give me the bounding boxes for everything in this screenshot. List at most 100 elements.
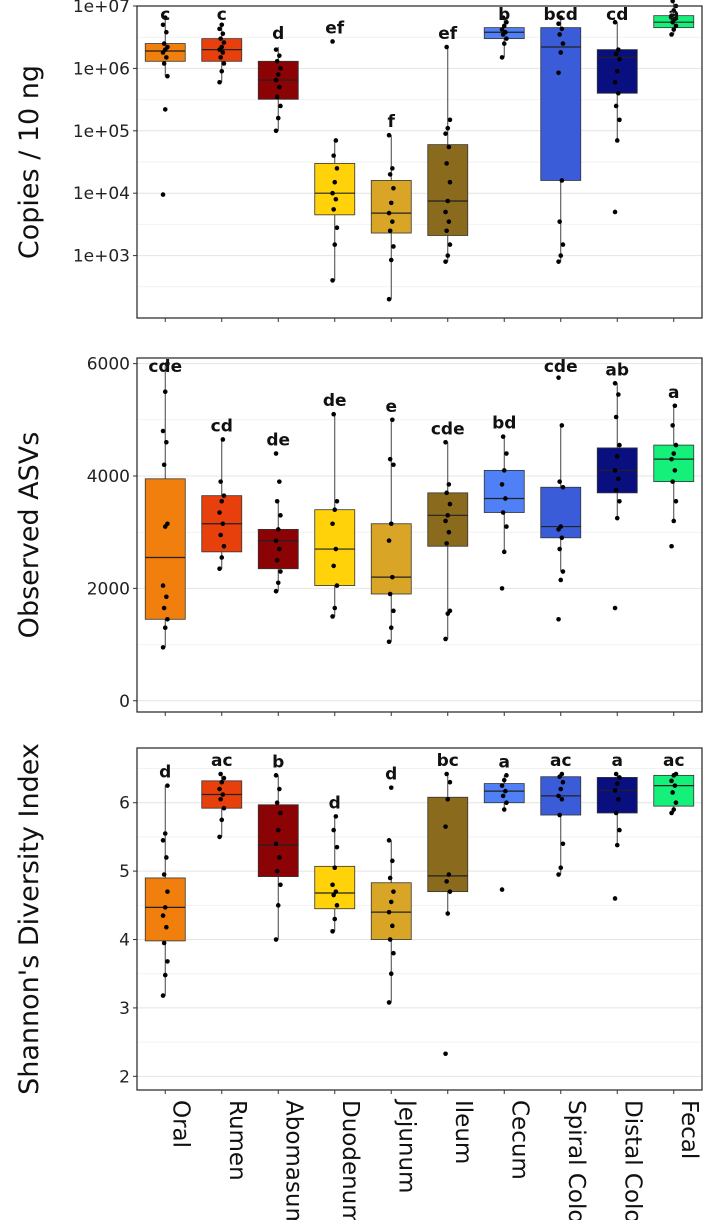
y-axis-label: Shannon's Diversity Index	[14, 743, 45, 1095]
data-point	[278, 882, 283, 888]
data-point	[499, 783, 505, 788]
significance-letter: cd	[211, 416, 233, 436]
data-point	[612, 380, 618, 386]
significance-letter: a	[612, 751, 623, 771]
data-point	[504, 773, 509, 778]
box-spiral-colon: cde	[540, 357, 582, 622]
data-point	[391, 889, 396, 894]
data-point	[556, 375, 561, 380]
data-point	[558, 865, 564, 870]
data-point	[160, 645, 166, 650]
data-point	[446, 482, 452, 487]
data-point	[220, 521, 226, 527]
data-point	[612, 896, 618, 901]
data-point	[617, 827, 622, 833]
data-point	[500, 434, 506, 439]
data-point	[443, 824, 448, 829]
box-rumen: ac	[201, 751, 243, 840]
data-point	[390, 166, 395, 171]
significance-letter: ef	[325, 18, 345, 38]
data-point	[386, 538, 392, 543]
data-point	[277, 546, 282, 552]
data-point	[165, 959, 170, 964]
data-point	[334, 844, 340, 850]
data-point	[386, 838, 392, 843]
box-cecum: b	[483, 5, 525, 60]
data-point	[501, 549, 507, 555]
data-point	[559, 423, 565, 428]
data-point	[614, 454, 620, 459]
data-point	[613, 487, 619, 493]
data-point	[165, 783, 170, 788]
data-point	[277, 53, 282, 58]
data-point	[386, 296, 392, 302]
data-point	[330, 190, 335, 196]
data-point	[669, 32, 674, 37]
y-tick-label: 1e+04	[73, 184, 130, 204]
x-category-label: Abomasum	[280, 1100, 306, 1220]
data-point	[557, 812, 562, 818]
data-point	[444, 771, 449, 777]
panel-3: 2 3 4 5 6 d ac b d d bc a ac a ac Shannon's Diversity I…	[14, 743, 703, 1095]
data-point	[503, 788, 508, 794]
data-point	[445, 125, 451, 131]
significance-letter: cde	[148, 357, 182, 377]
data-point	[614, 138, 620, 143]
data-point	[670, 479, 675, 484]
data-point	[504, 36, 509, 41]
significance-letter: bd	[492, 414, 516, 434]
data-point	[164, 439, 169, 445]
data-point	[388, 200, 394, 206]
y-tick-label: 1e+05	[73, 122, 130, 142]
data-point	[613, 810, 619, 816]
data-point	[617, 56, 622, 62]
box	[653, 444, 695, 483]
box-ileum: cde	[427, 419, 469, 642]
data-point	[446, 529, 452, 535]
box-duodenum: d	[314, 793, 356, 934]
x-category-label: Cecum	[506, 1100, 532, 1180]
data-point	[162, 972, 168, 978]
data-point	[221, 775, 227, 781]
data-point	[670, 423, 675, 428]
data-point	[164, 924, 169, 930]
data-point	[612, 788, 618, 793]
plot-frame	[136, 357, 703, 713]
box-duodenum: de	[314, 391, 356, 619]
data-point	[504, 800, 509, 806]
x-category-label: Distal Colon	[619, 1100, 645, 1220]
data-point	[160, 192, 166, 197]
significance-letter: a	[668, 5, 679, 25]
significance-letter: c	[160, 5, 170, 25]
data-point	[386, 639, 392, 645]
data-point	[331, 892, 336, 898]
data-point	[443, 259, 448, 264]
data-point	[560, 779, 566, 785]
significance-letter: f	[388, 112, 396, 132]
data-point	[501, 468, 507, 473]
x-category-label: Duodenum	[337, 1100, 363, 1220]
data-point	[218, 532, 223, 538]
data-point	[559, 771, 565, 777]
data-point	[275, 527, 281, 532]
data-point	[334, 166, 340, 171]
data-point	[219, 44, 225, 50]
data-point	[333, 196, 339, 202]
data-point	[331, 411, 336, 417]
data-point	[670, 19, 675, 25]
box	[257, 804, 299, 877]
data-point	[446, 144, 452, 150]
data-point	[500, 510, 506, 515]
data-point	[219, 817, 225, 823]
data-point	[277, 479, 282, 484]
data-point	[672, 16, 678, 22]
significance-letter: cd	[606, 5, 628, 25]
data-point	[443, 518, 448, 524]
box-cecum: bd	[483, 414, 525, 591]
data-point	[165, 521, 170, 527]
data-point	[501, 807, 507, 812]
data-point	[165, 889, 170, 894]
data-point	[330, 882, 335, 888]
data-point	[161, 462, 167, 468]
data-point	[557, 32, 562, 37]
